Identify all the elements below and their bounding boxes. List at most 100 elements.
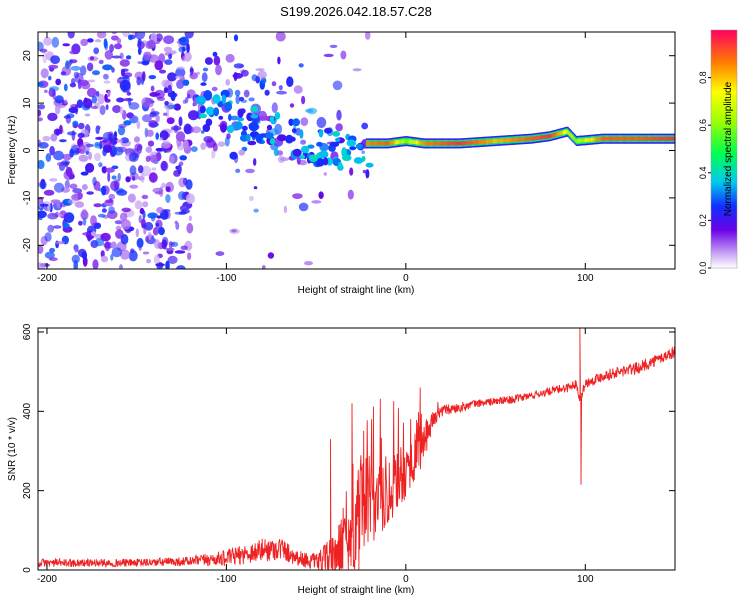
spectrogram-cell-408 [43,189,55,196]
spectrogram-cell-78 [122,32,130,38]
ridge-core-235 [618,136,621,141]
spectrogram-cell-314 [141,194,149,200]
spectrogram-cell-612 [56,161,66,167]
spectrogram-cell-535 [95,136,104,140]
spectrogram-y-axis: -20 -10 0 10 20 [22,50,675,253]
ridge-core-105 [478,140,481,145]
ridge-core-30 [398,140,400,144]
spectrogram-cell-763 [299,129,304,139]
spectrogram-cell-614 [78,144,86,155]
spectrogram-cell-751 [316,141,323,147]
ridge-core-93 [466,140,468,145]
ridge-core-15 [382,141,384,146]
spectrogram-x-tick-label-2: 0 [403,273,409,284]
ridge-core-157 [534,136,537,141]
ridge-core-253 [638,136,640,141]
spectrogram-cell-757 [355,143,364,150]
spectrogram-cell-22 [163,35,175,45]
ridge-core-168 [546,134,549,139]
spectrogram-cell-178 [187,252,192,260]
ridge-core-220 [602,136,605,141]
spectrogram-cell-549 [134,32,146,40]
ridge-core-204 [585,138,588,143]
spectrogram-cell-608 [97,213,106,218]
spectrogram-cell-794 [335,137,341,142]
spectrogram-cell-664 [146,258,151,264]
spectrogram-cell-450 [113,131,118,138]
ridge-core-278 [665,136,667,141]
spectrogram-cell-15 [78,122,85,130]
spectrogram-cell-565 [127,193,136,203]
ridge-core-269 [655,136,658,141]
spectrogram-cell-598 [158,227,165,236]
ridge-core-275 [661,136,664,141]
spectrogram-cell-675 [182,55,186,62]
spectrogram-cell-692 [181,46,186,52]
spectrogram-cell-110 [138,215,142,224]
ridge-core-91 [463,141,466,146]
ridge-core-246 [630,136,633,141]
ridge-core-106 [480,140,482,144]
ridge-core-223 [606,136,608,141]
spectrogram-cell-107 [116,189,128,196]
spectrogram-cell-735 [269,116,275,123]
spectrogram-cell-91 [362,169,367,174]
spectrogram-cell-35 [213,55,221,66]
ridge-core-195 [575,139,578,143]
spectrogram-cell-628 [184,32,194,39]
spectrogram-cell-637 [176,136,182,147]
spectrogram-cell-130 [230,115,239,121]
spectrogram-cell-778 [308,154,319,163]
ridge-core-256 [641,136,644,141]
ridge-core-43 [412,139,414,144]
ridge-core-66 [436,141,439,146]
spectrogram-cell-291 [234,89,241,97]
ridge-core-254 [639,136,641,141]
spectrogram-image [38,32,374,269]
spectrogram-cell-188 [164,100,169,106]
ridge-core-13 [379,141,382,146]
spectrogram-y-tick-label-4: 20 [22,50,33,62]
ridge-core-39 [407,139,410,144]
spectrogram-cell-122 [71,254,80,264]
spectrogram-cell-677 [66,131,77,136]
ridge-core-34 [402,139,405,144]
spectrogram-cell-453 [251,74,258,82]
colorbar-tick-label-2: 0.4 [698,167,708,180]
ridge-core-109 [483,139,485,144]
spectrogram-cell-623 [202,67,209,72]
ridge-core-64 [434,141,437,146]
spectrogram-cell-320 [62,43,70,47]
spectrogram-cell-421 [165,260,170,269]
spectrogram-cell-378 [103,73,109,80]
spectrogram-cell-12 [38,109,42,117]
spectrogram-cell-436 [311,200,322,204]
spectrogram-cell-355 [340,50,347,60]
ridge-core-286 [673,136,675,141]
spectrogram-cell-766 [341,154,352,161]
ridge-core-203 [584,138,586,143]
spectrogram-cell-649 [178,161,184,166]
spectrogram-cell-574 [257,70,267,80]
ridge-core-70 [441,141,443,146]
ridge-core-61 [431,141,434,146]
ridge-core-216 [598,137,600,141]
spectrogram-cell-353 [167,84,173,96]
spectrogram-cell-686 [69,50,78,55]
ridge-core-218 [600,136,603,141]
ridge-core-210 [592,137,594,142]
ridge-core-232 [615,136,618,141]
ridge-core-45 [414,140,416,145]
ridge-core-73 [444,141,447,146]
spectrogram-cell-466 [111,35,119,41]
spectrogram-cell-730 [234,121,243,130]
ridge-core-145 [522,137,524,142]
spectrogram-cell-444 [69,82,77,88]
ridge-core-158 [536,136,538,140]
ridge-core-217 [599,136,602,141]
spectrogram-cell-585 [110,241,117,249]
spectrogram-cell-681 [316,117,327,128]
spectrogram-cell-124 [217,141,226,147]
spectrogram-cell-185 [134,71,145,80]
ridge-core-104 [477,140,480,145]
